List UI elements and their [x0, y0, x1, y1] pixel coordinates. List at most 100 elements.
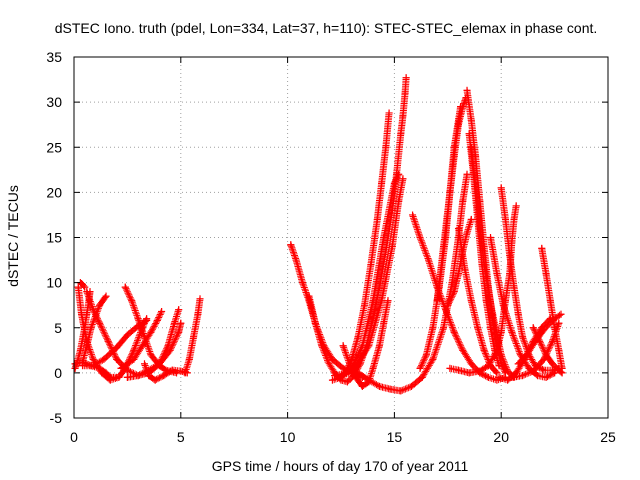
data-point: [175, 328, 183, 336]
data-point: [71, 360, 79, 368]
data-point: [106, 373, 114, 381]
data-point: [510, 283, 518, 291]
data-track: [487, 234, 559, 381]
data-point: [175, 306, 183, 314]
data-point: [102, 292, 110, 300]
data-point: [369, 364, 377, 372]
data-point: [113, 373, 121, 381]
data-point: [444, 301, 452, 309]
data-track: [181, 295, 204, 377]
data-point: [536, 337, 544, 345]
data-point: [81, 283, 89, 291]
data-point: [365, 376, 373, 384]
data-point: [467, 215, 475, 223]
data-point: [395, 170, 403, 178]
data-point: [516, 351, 524, 359]
data-point: [367, 261, 375, 269]
data-point: [446, 188, 454, 196]
data-point: [442, 306, 450, 314]
data-point: [123, 373, 131, 381]
data-point: [331, 372, 339, 380]
y-tick-label: 10: [46, 275, 62, 291]
data-point: [463, 170, 471, 178]
data-point: [354, 369, 362, 377]
data-point: [343, 378, 351, 386]
data-point: [519, 333, 527, 341]
data-point: [83, 342, 91, 350]
data-point: [542, 373, 550, 381]
data-point: [497, 351, 505, 359]
data-point: [454, 366, 462, 374]
data-point: [324, 358, 332, 366]
data-point: [540, 366, 548, 374]
data-point: [557, 310, 565, 318]
data-point: [147, 328, 155, 336]
data-point: [305, 292, 313, 300]
data-point: [388, 243, 396, 251]
x-axis-label: GPS time / hours of day 170 of year 2011: [212, 458, 469, 474]
data-point: [514, 310, 522, 318]
data-point: [482, 297, 490, 305]
data-point: [378, 179, 386, 187]
data-point: [89, 355, 97, 363]
data-point: [369, 297, 377, 305]
data-point: [540, 326, 548, 334]
data-point: [104, 337, 112, 345]
data-track: [117, 308, 166, 372]
data-point: [397, 387, 405, 395]
data-point: [459, 346, 467, 354]
data-point: [89, 306, 97, 314]
data-point: [100, 355, 108, 363]
data-point: [499, 301, 507, 309]
data-point: [493, 270, 501, 278]
data-point: [409, 211, 417, 219]
data-point: [79, 362, 87, 370]
data-point: [459, 197, 467, 205]
y-tick-label: 0: [54, 365, 62, 381]
data-point: [440, 243, 448, 251]
data-point: [493, 346, 501, 354]
data-point: [429, 324, 437, 332]
data-point: [480, 346, 488, 354]
data-point: [548, 360, 556, 368]
y-tick-label: -5: [50, 410, 63, 426]
data-point: [506, 252, 514, 260]
data-point: [446, 364, 454, 372]
data-point: [558, 369, 566, 377]
data-point: [495, 362, 503, 370]
chart-title: dSTEC Iono. truth (pdel, Lon=334, Lat=37…: [55, 20, 598, 36]
data-point: [185, 355, 193, 363]
data-point: [450, 143, 458, 151]
data-point: [328, 376, 336, 384]
data-point: [164, 342, 172, 350]
data-point: [465, 369, 473, 377]
data-point: [508, 373, 516, 381]
data-point: [542, 270, 550, 278]
data-point: [474, 324, 482, 332]
data-track: [454, 224, 501, 377]
data-point: [529, 367, 537, 375]
data-point: [158, 308, 166, 316]
data-point: [168, 366, 176, 374]
data-point: [497, 328, 505, 336]
data-point: [467, 143, 475, 151]
data-point: [480, 261, 488, 269]
data-point: [147, 351, 155, 359]
data-marks: [71, 74, 566, 395]
data-point: [514, 360, 522, 368]
data-point: [555, 346, 563, 354]
data-point: [474, 202, 482, 210]
y-tick-label: 15: [46, 230, 62, 246]
data-point: [429, 355, 437, 363]
data-point: [461, 265, 469, 273]
data-point: [177, 319, 185, 327]
data-track: [339, 297, 392, 390]
data-point: [138, 342, 146, 350]
data-point: [467, 360, 475, 368]
data-point: [542, 351, 550, 359]
data-track: [467, 143, 518, 381]
data-point: [523, 351, 531, 359]
y-axis-label: dSTEC / TECUs: [5, 185, 21, 287]
data-point: [140, 360, 148, 368]
data-point: [360, 301, 368, 309]
